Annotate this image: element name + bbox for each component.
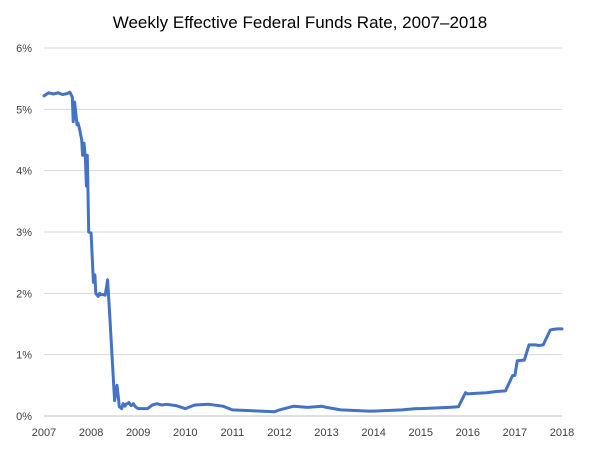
x-tick-label: 2010 [173,427,197,439]
y-tick-label: 3% [16,227,32,239]
series-line-0 [42,90,564,414]
gridlines [44,47,562,417]
y-tick-label: 1% [16,350,32,362]
chart-title: Weekly Effective Federal Funds Rate, 200… [113,13,488,32]
x-tick-label: 2018 [550,427,574,439]
x-tick-label: 2015 [408,427,432,439]
y-tick-label: 5% [16,104,32,116]
x-tick-label: 2012 [267,427,291,439]
y-tick-label: 2% [16,288,32,300]
x-tick-label: 2011 [221,427,245,439]
x-tick-label: 2016 [456,427,480,439]
x-tick-label: 2014 [361,427,385,439]
y-axis-ticks: 0% 1% 2% 3% 4% 5% 6% [16,43,32,423]
x-tick-label: 2008 [79,427,103,439]
x-tick-label: 2007 [32,427,56,439]
y-tick-label: 0% [16,411,32,423]
x-tick-label: 2017 [503,427,527,439]
x-axis-ticks: 2007 2008 2009 2010 2011 2012 2013 2014 2015 2016… [32,427,574,439]
series-layer [42,90,564,414]
x-tick-label: 2013 [314,427,338,439]
x-tick-label: 2009 [126,427,150,439]
y-tick-label: 6% [16,43,32,55]
y-tick-label: 4% [16,166,32,178]
